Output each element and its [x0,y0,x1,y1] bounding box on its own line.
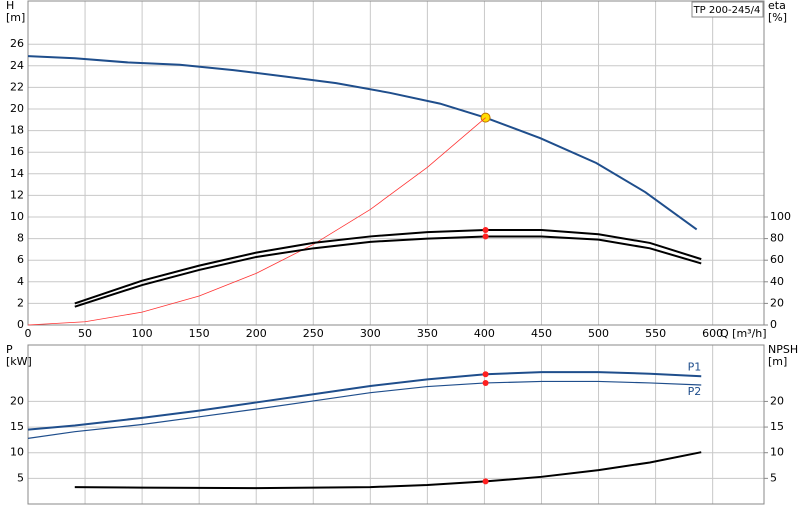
y2-tick-label: 0 [770,318,777,331]
curve [27,55,698,231]
y-tick-label: 24 [10,59,24,72]
x-tick-label: 200 [246,327,267,340]
y2-tick-label: 60 [770,253,784,266]
x-tick-label: 600 [702,327,723,340]
y2-tick-label: 80 [770,232,784,245]
y2-axis-label: [m] [768,355,787,368]
y-tick-label: 2 [17,296,24,309]
y-tick-label: 20 [10,394,24,407]
y2-tick-label: 20 [770,394,784,407]
y-axis-label: P [6,343,13,356]
curve [74,228,702,305]
chart-title: TP 200-245/4 [693,5,761,16]
y-axis-label: [m] [6,11,25,24]
duty-point [482,226,489,233]
x-tick-label: 400 [474,327,495,340]
y-axis-label: [kW] [6,355,32,368]
y-tick-label: 0 [17,318,24,331]
x-tick-label: 250 [303,327,324,340]
x-tick-label: 450 [531,327,552,340]
y-axis-label: H [6,0,14,12]
y2-tick-label: 5 [770,471,777,484]
x-tick-label: 100 [132,327,153,340]
y2-tick-label: 10 [770,446,784,459]
y-tick-label: 5 [17,471,24,484]
curve [27,380,702,439]
y-tick-label: 12 [10,188,24,201]
plot-frame [27,0,765,326]
y2-tick-label: 20 [770,296,784,309]
x-tick-label: 300 [360,327,381,340]
series-label: P1 [688,360,702,373]
x-axis-label: Q [m³/h] [720,327,767,340]
y2-axis-label: [%] [768,11,787,24]
y-tick-label: 14 [10,167,24,180]
title-box [691,1,764,18]
x-tick-label: 350 [417,327,438,340]
curve [27,371,702,431]
duty-point [482,371,489,378]
duty-point [482,478,489,485]
curve [74,235,702,308]
y-tick-label: 16 [10,145,24,158]
y2-axis-label: NPSH [768,343,798,356]
y-tick-label: 8 [17,232,24,245]
y-tick-label: 4 [17,275,24,288]
y-tick-label: 15 [10,420,24,433]
x-tick-label: 50 [78,327,92,340]
y2-tick-label: 100 [770,210,791,223]
y2-tick-label: 40 [770,275,784,288]
y-tick-label: 22 [10,80,24,93]
y-tick-label: 10 [10,210,24,223]
series-label: P2 [688,385,702,398]
y-tick-label: 18 [10,124,24,137]
duty-point [482,233,489,240]
y2-axis-label: eta [768,0,786,12]
y-tick-label: 20 [10,102,24,115]
x-tick-label: 150 [189,327,210,340]
y-tick-label: 10 [10,446,24,459]
x-tick-label: 500 [588,327,609,340]
plot-frame [27,344,765,505]
y-tick-label: 6 [17,253,24,266]
duty-point [482,379,489,386]
curve [74,451,702,490]
x-tick-label: 0 [25,327,32,340]
x-tick-label: 550 [645,327,666,340]
y-tick-label: 26 [10,37,24,50]
y2-tick-label: 15 [770,420,784,433]
curve [27,117,486,326]
